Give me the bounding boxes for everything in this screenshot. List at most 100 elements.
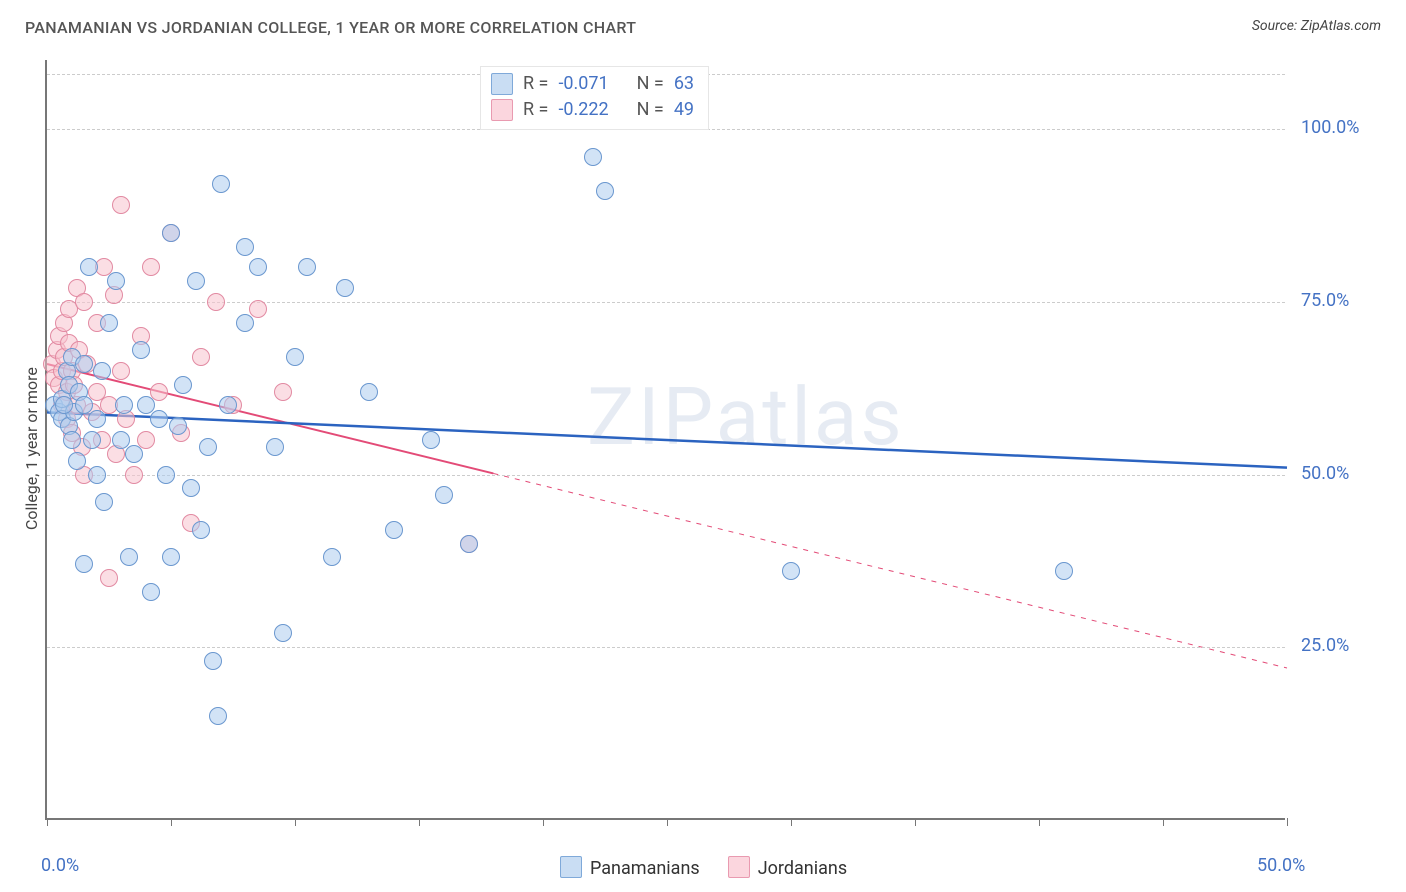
x-tick-label: 50.0% [1257,855,1305,876]
point-panamanian [584,148,602,166]
legend-n-value: 63 [674,71,694,97]
point-panamanian [68,452,86,470]
point-jordanian [207,293,225,311]
point-panamanian [1055,562,1073,580]
point-panamanian [209,707,227,725]
legend-item: Jordanians [728,856,847,879]
point-panamanian [212,175,230,193]
trend-panamanian-solid [47,412,1287,467]
point-panamanian [83,431,101,449]
point-panamanian [157,466,175,484]
source-credit: Source: ZipAtlas.com [1252,18,1381,34]
legend-row: R = -0.222 N = 49 [491,97,694,123]
gridline-h [47,475,1285,476]
point-panamanian [55,396,73,414]
point-panamanian [199,438,217,456]
legend-label: Panamanians [590,858,700,879]
point-panamanian [782,562,800,580]
point-panamanian [162,548,180,566]
trend-lines-layer [47,60,1287,820]
point-panamanian [75,555,93,573]
point-panamanian [596,182,614,200]
x-tick [1039,818,1040,826]
gridline-h [47,302,1285,303]
point-panamanian [323,548,341,566]
point-jordanian [192,348,210,366]
x-tick [47,818,48,826]
point-panamanian [100,314,118,332]
legend-n-label: N = [637,71,664,97]
point-panamanian [125,445,143,463]
point-panamanian [80,258,98,276]
point-panamanian [236,314,254,332]
point-panamanian [298,258,316,276]
legend-item: Panamanians [560,856,700,879]
legend-swatch [491,73,513,95]
plot-area: ZIPatlas 25.0%50.0%75.0%100.0%0.0%50.0% [45,60,1285,820]
legend-swatch [728,856,750,878]
point-jordanian [125,466,143,484]
chart-title: PANAMANIAN VS JORDANIAN COLLEGE, 1 YEAR … [25,18,636,37]
point-panamanian [150,410,168,428]
legend-swatch [560,856,582,878]
trend-jordanian-dashed [493,473,1287,668]
point-jordanian [274,383,292,401]
x-tick [915,818,916,826]
point-panamanian [88,466,106,484]
watermark: ZIPatlas [587,370,905,464]
point-panamanian [385,521,403,539]
legend-r-label: R = [523,97,548,123]
point-panamanian [192,521,210,539]
point-panamanian [336,279,354,297]
legend-row: R = -0.071 N = 63 [491,71,694,97]
x-tick [543,818,544,826]
point-panamanian [360,383,378,401]
y-tick-label: 100.0% [1301,117,1359,138]
point-jordanian [112,196,130,214]
y-tick-label: 75.0% [1301,290,1349,311]
x-tick [667,818,668,826]
point-panamanian [219,396,237,414]
point-panamanian [435,486,453,504]
point-panamanian [460,535,478,553]
point-panamanian [142,583,160,601]
legend-r-value: -0.222 [558,97,608,123]
point-panamanian [63,431,81,449]
point-panamanian [249,258,267,276]
point-panamanian [187,272,205,290]
y-axis-label: College, 1 year or more [22,367,41,530]
point-panamanian [132,341,150,359]
point-panamanian [286,348,304,366]
x-tick [171,818,172,826]
legend-r-label: R = [523,71,548,97]
point-panamanian [75,355,93,373]
legend-r-value: -0.071 [558,71,608,97]
legend-n-label: N = [637,97,664,123]
series-legend: Panamanians Jordanians [560,856,847,879]
point-jordanian [112,362,130,380]
y-tick-label: 25.0% [1301,635,1349,656]
point-panamanian [162,224,180,242]
point-jordanian [75,293,93,311]
legend-swatch [491,99,513,121]
point-panamanian [169,417,187,435]
point-panamanian [120,548,138,566]
point-jordanian [142,258,160,276]
x-tick-label: 0.0% [41,855,79,876]
point-panamanian [115,396,133,414]
point-panamanian [107,272,125,290]
x-tick [295,818,296,826]
y-tick-label: 50.0% [1301,463,1349,484]
point-panamanian [174,376,192,394]
point-panamanian [93,362,111,380]
point-panamanian [236,238,254,256]
legend-n-value: 49 [674,97,694,123]
x-tick [419,818,420,826]
point-panamanian [88,410,106,428]
point-panamanian [266,438,284,456]
point-panamanian [422,431,440,449]
correlation-legend: R = -0.071 N = 63 R = -0.222 N = 49 [480,66,709,130]
gridline-h [47,647,1285,648]
x-tick [791,818,792,826]
x-tick [1287,818,1288,826]
